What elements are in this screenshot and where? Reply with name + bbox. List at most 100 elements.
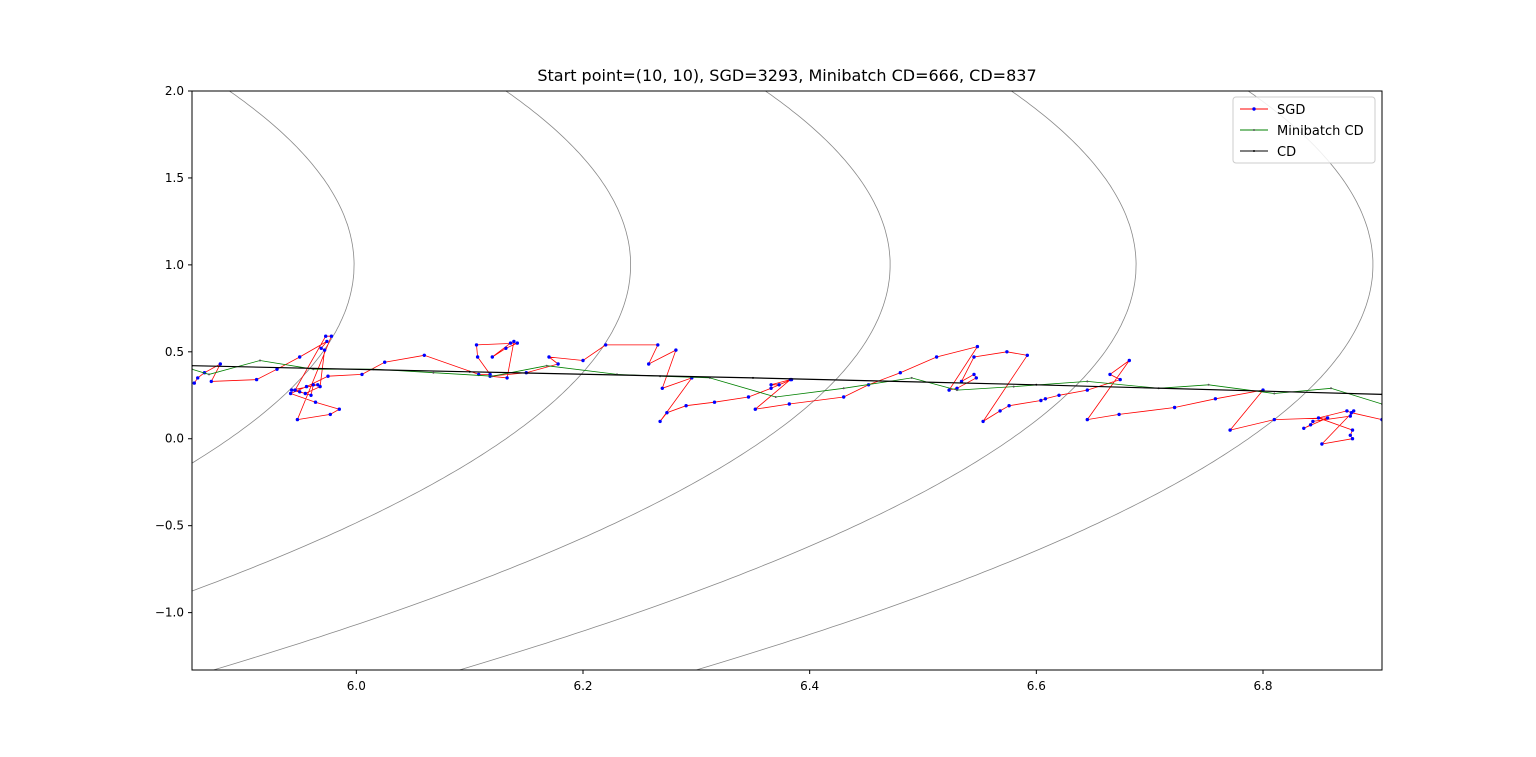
series-point-1 — [298, 355, 302, 359]
x-tick-label: 6.0 — [347, 679, 366, 693]
series-point-1 — [660, 386, 664, 390]
series-point-1 — [328, 412, 332, 417]
series-point-2 — [432, 371, 435, 374]
series-point-1 — [1350, 437, 1355, 441]
series-point-2 — [208, 373, 210, 376]
legend-marker — [1252, 107, 1256, 111]
series-point-1 — [422, 353, 426, 357]
series-point-1 — [959, 379, 964, 384]
series-layer — [192, 334, 1382, 446]
series-point-1 — [290, 388, 294, 392]
y-tick-label: 1.5 — [165, 171, 184, 185]
series-point-1 — [508, 341, 513, 345]
series-point-1 — [1302, 426, 1306, 430]
legend-label: Minibatch CD — [1277, 124, 1364, 139]
y-tick-label: 1.0 — [165, 258, 184, 272]
series-point-1 — [1085, 388, 1090, 392]
series-point-1 — [581, 358, 585, 363]
series-point-1 — [656, 343, 660, 347]
series-point-1 — [1057, 393, 1061, 397]
series-point-1 — [898, 371, 902, 375]
y-tick-label: −0.5 — [155, 519, 184, 533]
series-point-1 — [1349, 411, 1354, 415]
series-point-2 — [1086, 380, 1089, 383]
series-point-1 — [769, 386, 773, 390]
series-point-1 — [505, 376, 509, 380]
series-point-1 — [746, 395, 751, 399]
series-point-1 — [309, 393, 313, 397]
series-point-1 — [1043, 397, 1048, 401]
series-point-1 — [319, 346, 323, 350]
series-point-1 — [275, 367, 279, 371]
series-point-1 — [288, 391, 293, 396]
legend-label: SGD — [1277, 103, 1305, 118]
series-point-1 — [684, 404, 688, 408]
series-point-1 — [515, 341, 519, 345]
series-line-1 — [193, 335, 1382, 445]
x-tick-label: 6.4 — [800, 679, 819, 693]
series-point-1 — [1272, 417, 1277, 422]
series-point-3 — [752, 376, 754, 379]
series-point-1 — [658, 419, 662, 424]
series-point-1 — [1320, 442, 1324, 446]
series-point-1 — [1352, 409, 1356, 413]
plot-frame — [191, 90, 1383, 671]
series-point-1 — [547, 355, 551, 359]
contour-layer — [192, 91, 1374, 670]
series-point-1 — [975, 344, 980, 349]
legend-items: SGD Minibatch CD CD — [1240, 103, 1364, 160]
y-tick-label: 0.0 — [165, 432, 184, 446]
series-point-2 — [545, 364, 548, 367]
series-point-1 — [842, 395, 846, 399]
series-point-2 — [1207, 383, 1210, 386]
series-point-2 — [1012, 385, 1015, 388]
series-point-1 — [254, 377, 259, 382]
contour-line — [211, 91, 891, 670]
series-point-1 — [665, 411, 669, 415]
series-point-2 — [842, 387, 845, 390]
series-point-1 — [1117, 412, 1121, 417]
series-point-1 — [311, 383, 315, 387]
series-point-1 — [712, 400, 717, 404]
series-point-1 — [1348, 433, 1353, 437]
chart-title: Start point=(10, 10), SGD=3293, Minibatc… — [537, 66, 1036, 85]
y-tick-label: 0.5 — [165, 345, 184, 359]
y-tick-label: −1.0 — [155, 606, 184, 620]
series-point-1 — [604, 343, 608, 347]
x-tick-label: 6.2 — [573, 679, 592, 693]
series-point-2 — [491, 375, 494, 378]
series-point-1 — [1308, 423, 1313, 427]
series-point-1 — [1311, 419, 1315, 424]
contour-line — [694, 91, 1374, 670]
series-point-1 — [974, 376, 978, 380]
legend-marker — [1253, 150, 1255, 152]
series-point-1 — [313, 400, 318, 404]
series-point-1 — [777, 383, 781, 387]
series-line-3 — [192, 365, 1382, 395]
series-point-1 — [955, 386, 959, 390]
series-point-1 — [1348, 414, 1353, 418]
series-point-1 — [753, 407, 757, 411]
legend: SGD Minibatch CD CD — [1232, 96, 1376, 164]
series-point-1 — [324, 334, 328, 338]
series-point-1 — [1127, 358, 1132, 363]
series-point-1 — [360, 372, 364, 377]
series-point-1 — [947, 388, 951, 392]
series-point-1 — [474, 343, 479, 347]
series-point-2 — [259, 359, 261, 362]
legend-box — [1232, 96, 1376, 164]
contour-line — [192, 91, 631, 592]
series-point-1 — [1172, 405, 1177, 410]
series-point-1 — [972, 355, 976, 359]
series-point-1 — [318, 384, 322, 389]
series-point-1 — [1325, 416, 1330, 420]
contour-line — [457, 91, 1137, 670]
series-point-1 — [1007, 404, 1011, 408]
series-point-1 — [329, 334, 334, 338]
series-point-2 — [1330, 387, 1332, 390]
series-point-2 — [910, 376, 913, 379]
series-point-1 — [647, 362, 651, 366]
x-tick-label: 6.6 — [1027, 679, 1046, 693]
